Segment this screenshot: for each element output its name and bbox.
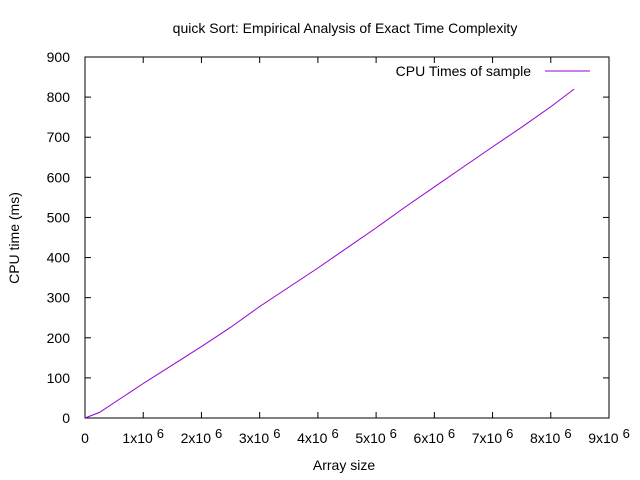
x-tick-label: 3x10 6 [239,426,281,446]
x-tick-label: 4x10 6 [297,426,339,446]
x-tick-label: 7x10 6 [472,426,514,446]
axis-ticks [84,56,610,419]
chart-title: quick Sort: Empirical Analysis of Exact … [173,20,518,36]
y-tick-label: 700 [47,129,71,145]
y-tick-label: 600 [47,169,71,185]
series-line-0 [84,88,575,419]
x-tick-label: 0 [81,430,89,446]
y-tick-labels: 0 100 200 300 400 500 600 700 800 900 [47,49,71,426]
x-tick-label: 6x10 6 [414,426,456,446]
x-tick-label: 5x10 6 [355,426,397,446]
y-tick-label: 200 [47,330,71,346]
x-tick-label: 1x10 6 [122,426,164,446]
series-layer [84,88,575,419]
y-tick-label: 900 [47,49,71,65]
x-tick-label: 8x10 6 [530,426,572,446]
x-tick-label: 9x10 6 [588,426,630,446]
x-tick-labels: 0 1x10 6 2x10 6 3x10 6 4x10 6 5x10 6 6x10 6 7x10 6 8x10… [81,426,630,446]
x-axis-label: Array size [313,457,375,473]
x-tick-label: 2x10 6 [181,426,223,446]
y-axis-label: CPU time (ms) [6,192,22,284]
y-tick-label: 100 [47,370,71,386]
y-tick-label: 0 [62,410,70,426]
plot-frame [84,56,610,419]
y-tick-label: 300 [47,290,71,306]
y-tick-label: 400 [47,250,71,266]
legend-label: CPU Times of sample [396,63,532,79]
y-tick-label: 800 [47,89,71,105]
y-tick-label: 500 [47,209,71,225]
legend: CPU Times of sample [396,63,590,79]
